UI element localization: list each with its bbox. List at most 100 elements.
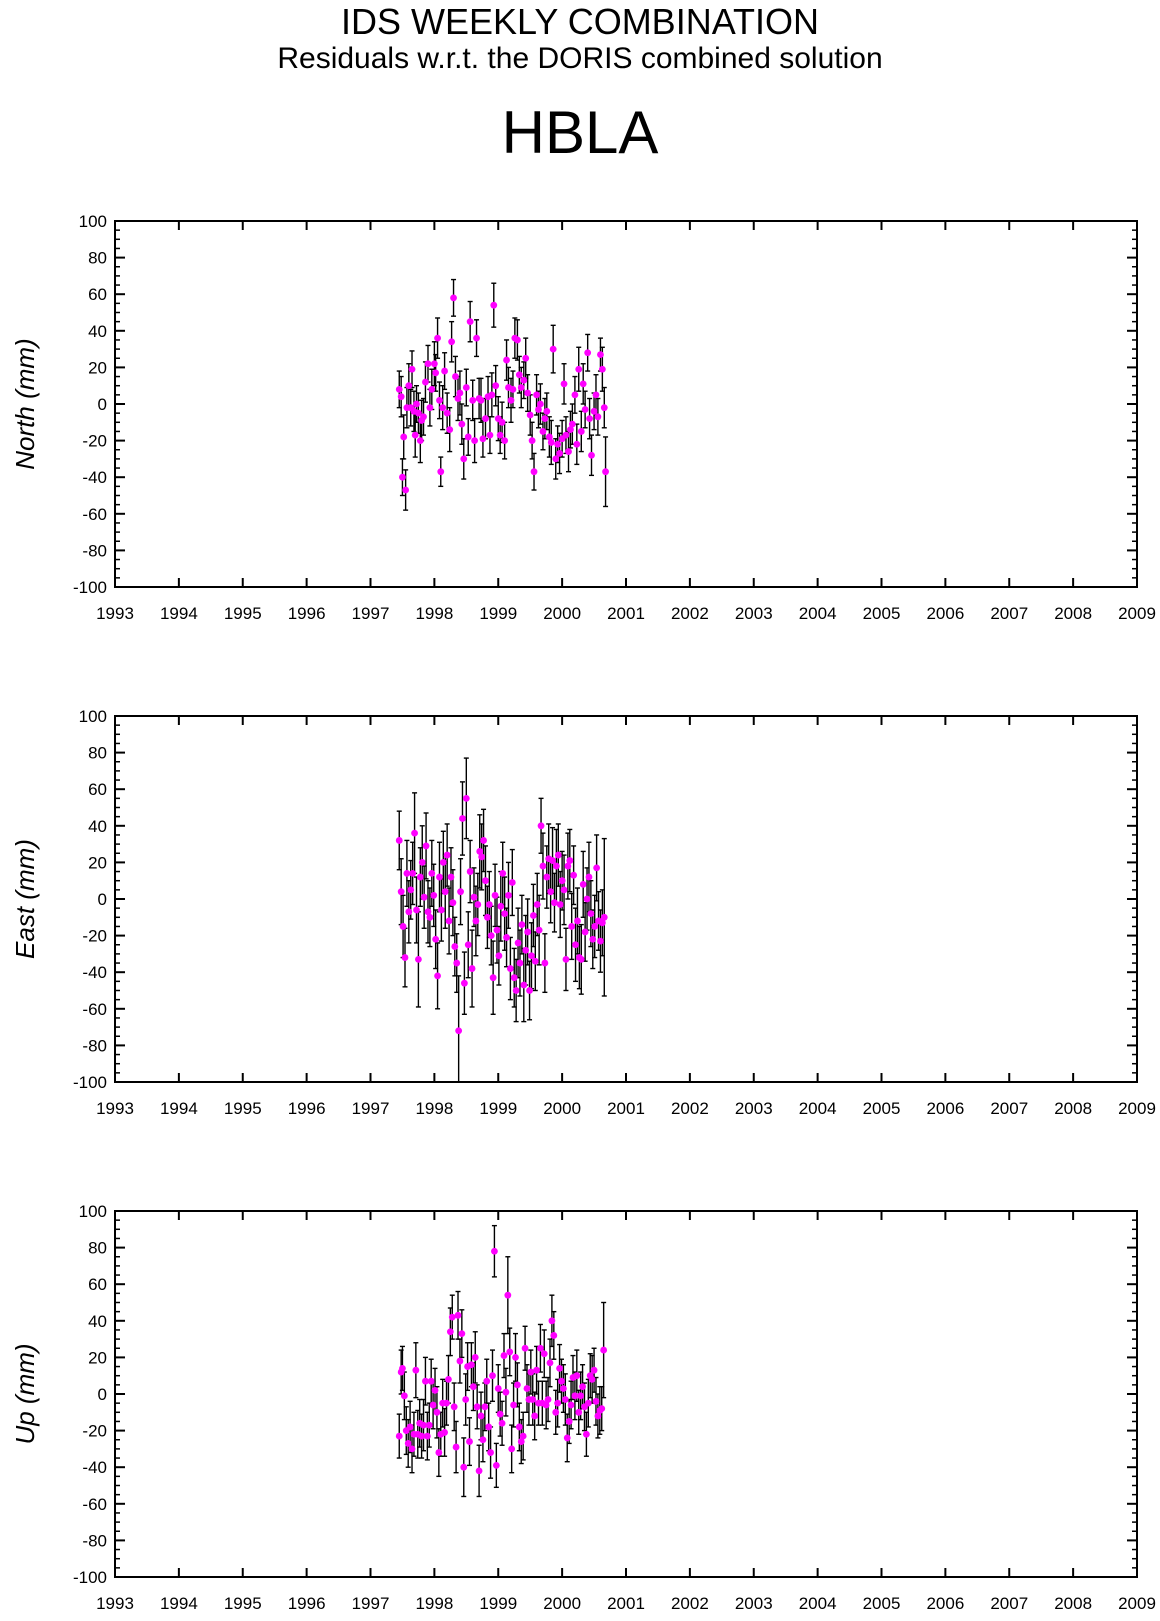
y-tick-label: -20 bbox=[82, 432, 107, 451]
y-tick-label: -20 bbox=[82, 1422, 107, 1441]
data-point bbox=[583, 895, 591, 903]
data-point bbox=[579, 380, 587, 388]
data-point bbox=[520, 981, 528, 989]
y-tick-label: -100 bbox=[73, 578, 107, 597]
x-tick-label: 2000 bbox=[543, 1594, 581, 1613]
data-point bbox=[471, 437, 479, 444]
data-series bbox=[395, 278, 609, 511]
data-point bbox=[565, 1418, 573, 1425]
data-point bbox=[577, 955, 585, 963]
data-point bbox=[409, 869, 417, 877]
y-tick-label: -80 bbox=[82, 1531, 107, 1550]
data-point bbox=[439, 404, 447, 412]
x-tick-label: 1994 bbox=[160, 1099, 198, 1118]
data-point bbox=[395, 385, 403, 393]
data-point bbox=[415, 955, 422, 963]
x-tick-label: 2007 bbox=[990, 604, 1028, 623]
chart-panel: 1993 1994 1995 1996 1997 1998 1999 2000 2001 2002… bbox=[10, 707, 1156, 1118]
data-point bbox=[411, 431, 419, 439]
data-point bbox=[397, 888, 405, 896]
data-point bbox=[554, 851, 562, 859]
data-point bbox=[531, 1412, 539, 1420]
data-point bbox=[400, 1392, 408, 1400]
data-point bbox=[560, 886, 568, 894]
data-point bbox=[460, 979, 468, 987]
y-tick-label: 60 bbox=[88, 285, 107, 304]
data-point bbox=[531, 957, 539, 965]
y-tick-label: 60 bbox=[88, 780, 107, 799]
data-point bbox=[530, 468, 538, 476]
data-point bbox=[568, 420, 576, 428]
x-tick-label: 2006 bbox=[926, 1594, 964, 1613]
data-point bbox=[432, 935, 440, 943]
data-point bbox=[600, 1346, 608, 1354]
data-point bbox=[508, 879, 516, 886]
x-tick-label: 1997 bbox=[352, 604, 390, 623]
data-point bbox=[404, 1440, 412, 1447]
data-point bbox=[506, 1348, 514, 1356]
data-point bbox=[543, 407, 551, 415]
data-point bbox=[570, 871, 578, 879]
data-point bbox=[600, 404, 608, 412]
data-point bbox=[594, 1412, 602, 1420]
data-point bbox=[477, 1412, 485, 1420]
data-point bbox=[413, 400, 420, 408]
data-point bbox=[556, 1364, 563, 1372]
data-point bbox=[450, 1403, 458, 1411]
data-point bbox=[493, 926, 501, 934]
data-point bbox=[519, 1432, 527, 1440]
x-tick-label: 2003 bbox=[735, 1594, 773, 1613]
data-point bbox=[586, 415, 593, 423]
y-tick-label: -60 bbox=[82, 505, 107, 524]
data-point bbox=[515, 1423, 523, 1431]
data-point bbox=[533, 1366, 540, 1374]
data-point bbox=[418, 859, 426, 866]
data-point bbox=[422, 378, 429, 386]
y-tick-label: 100 bbox=[79, 212, 107, 231]
data-point bbox=[560, 1385, 567, 1392]
x-tick-label: 2000 bbox=[543, 604, 581, 623]
data-point bbox=[562, 955, 570, 963]
x-tick-label: 2001 bbox=[607, 1594, 645, 1613]
data-point bbox=[568, 923, 576, 930]
data-point bbox=[424, 360, 432, 368]
data-point bbox=[485, 1423, 493, 1431]
data-point bbox=[464, 941, 472, 949]
x-tick-label: 1999 bbox=[479, 604, 517, 623]
data-point bbox=[509, 385, 517, 393]
data-point bbox=[529, 912, 537, 919]
data-point bbox=[547, 439, 555, 446]
data-point bbox=[400, 433, 408, 441]
data-point bbox=[501, 910, 509, 918]
y-tick-label: 40 bbox=[88, 322, 107, 341]
data-point bbox=[472, 917, 480, 925]
data-point bbox=[489, 974, 497, 982]
data-point bbox=[597, 937, 604, 945]
data-point bbox=[402, 486, 410, 494]
data-point bbox=[528, 952, 535, 960]
data-point bbox=[397, 393, 405, 401]
data-point bbox=[592, 391, 600, 399]
data-point bbox=[399, 473, 406, 481]
data-point bbox=[489, 1372, 496, 1380]
y-tick-label: 80 bbox=[88, 249, 107, 268]
x-tick-label: 2004 bbox=[799, 1099, 837, 1118]
data-point bbox=[594, 413, 602, 421]
y-tick-label: 0 bbox=[98, 890, 107, 909]
data-point bbox=[533, 391, 540, 399]
data-point bbox=[552, 862, 560, 870]
data-point bbox=[420, 413, 427, 421]
x-tick-label: 2004 bbox=[799, 1594, 837, 1613]
data-point bbox=[420, 893, 428, 901]
y-tick-label: 20 bbox=[88, 358, 107, 377]
figure-subtitle: Residuals w.r.t. the DORIS combined solu… bbox=[277, 42, 883, 75]
data-point bbox=[455, 1027, 463, 1035]
data-point bbox=[436, 873, 443, 881]
data-point bbox=[482, 415, 489, 423]
data-point bbox=[479, 435, 487, 443]
x-tick-label: 1999 bbox=[479, 1099, 517, 1118]
y-tick-label: -20 bbox=[82, 927, 107, 946]
data-point bbox=[602, 468, 609, 476]
y-tick-label: -80 bbox=[82, 1036, 107, 1055]
data-point bbox=[487, 932, 495, 939]
